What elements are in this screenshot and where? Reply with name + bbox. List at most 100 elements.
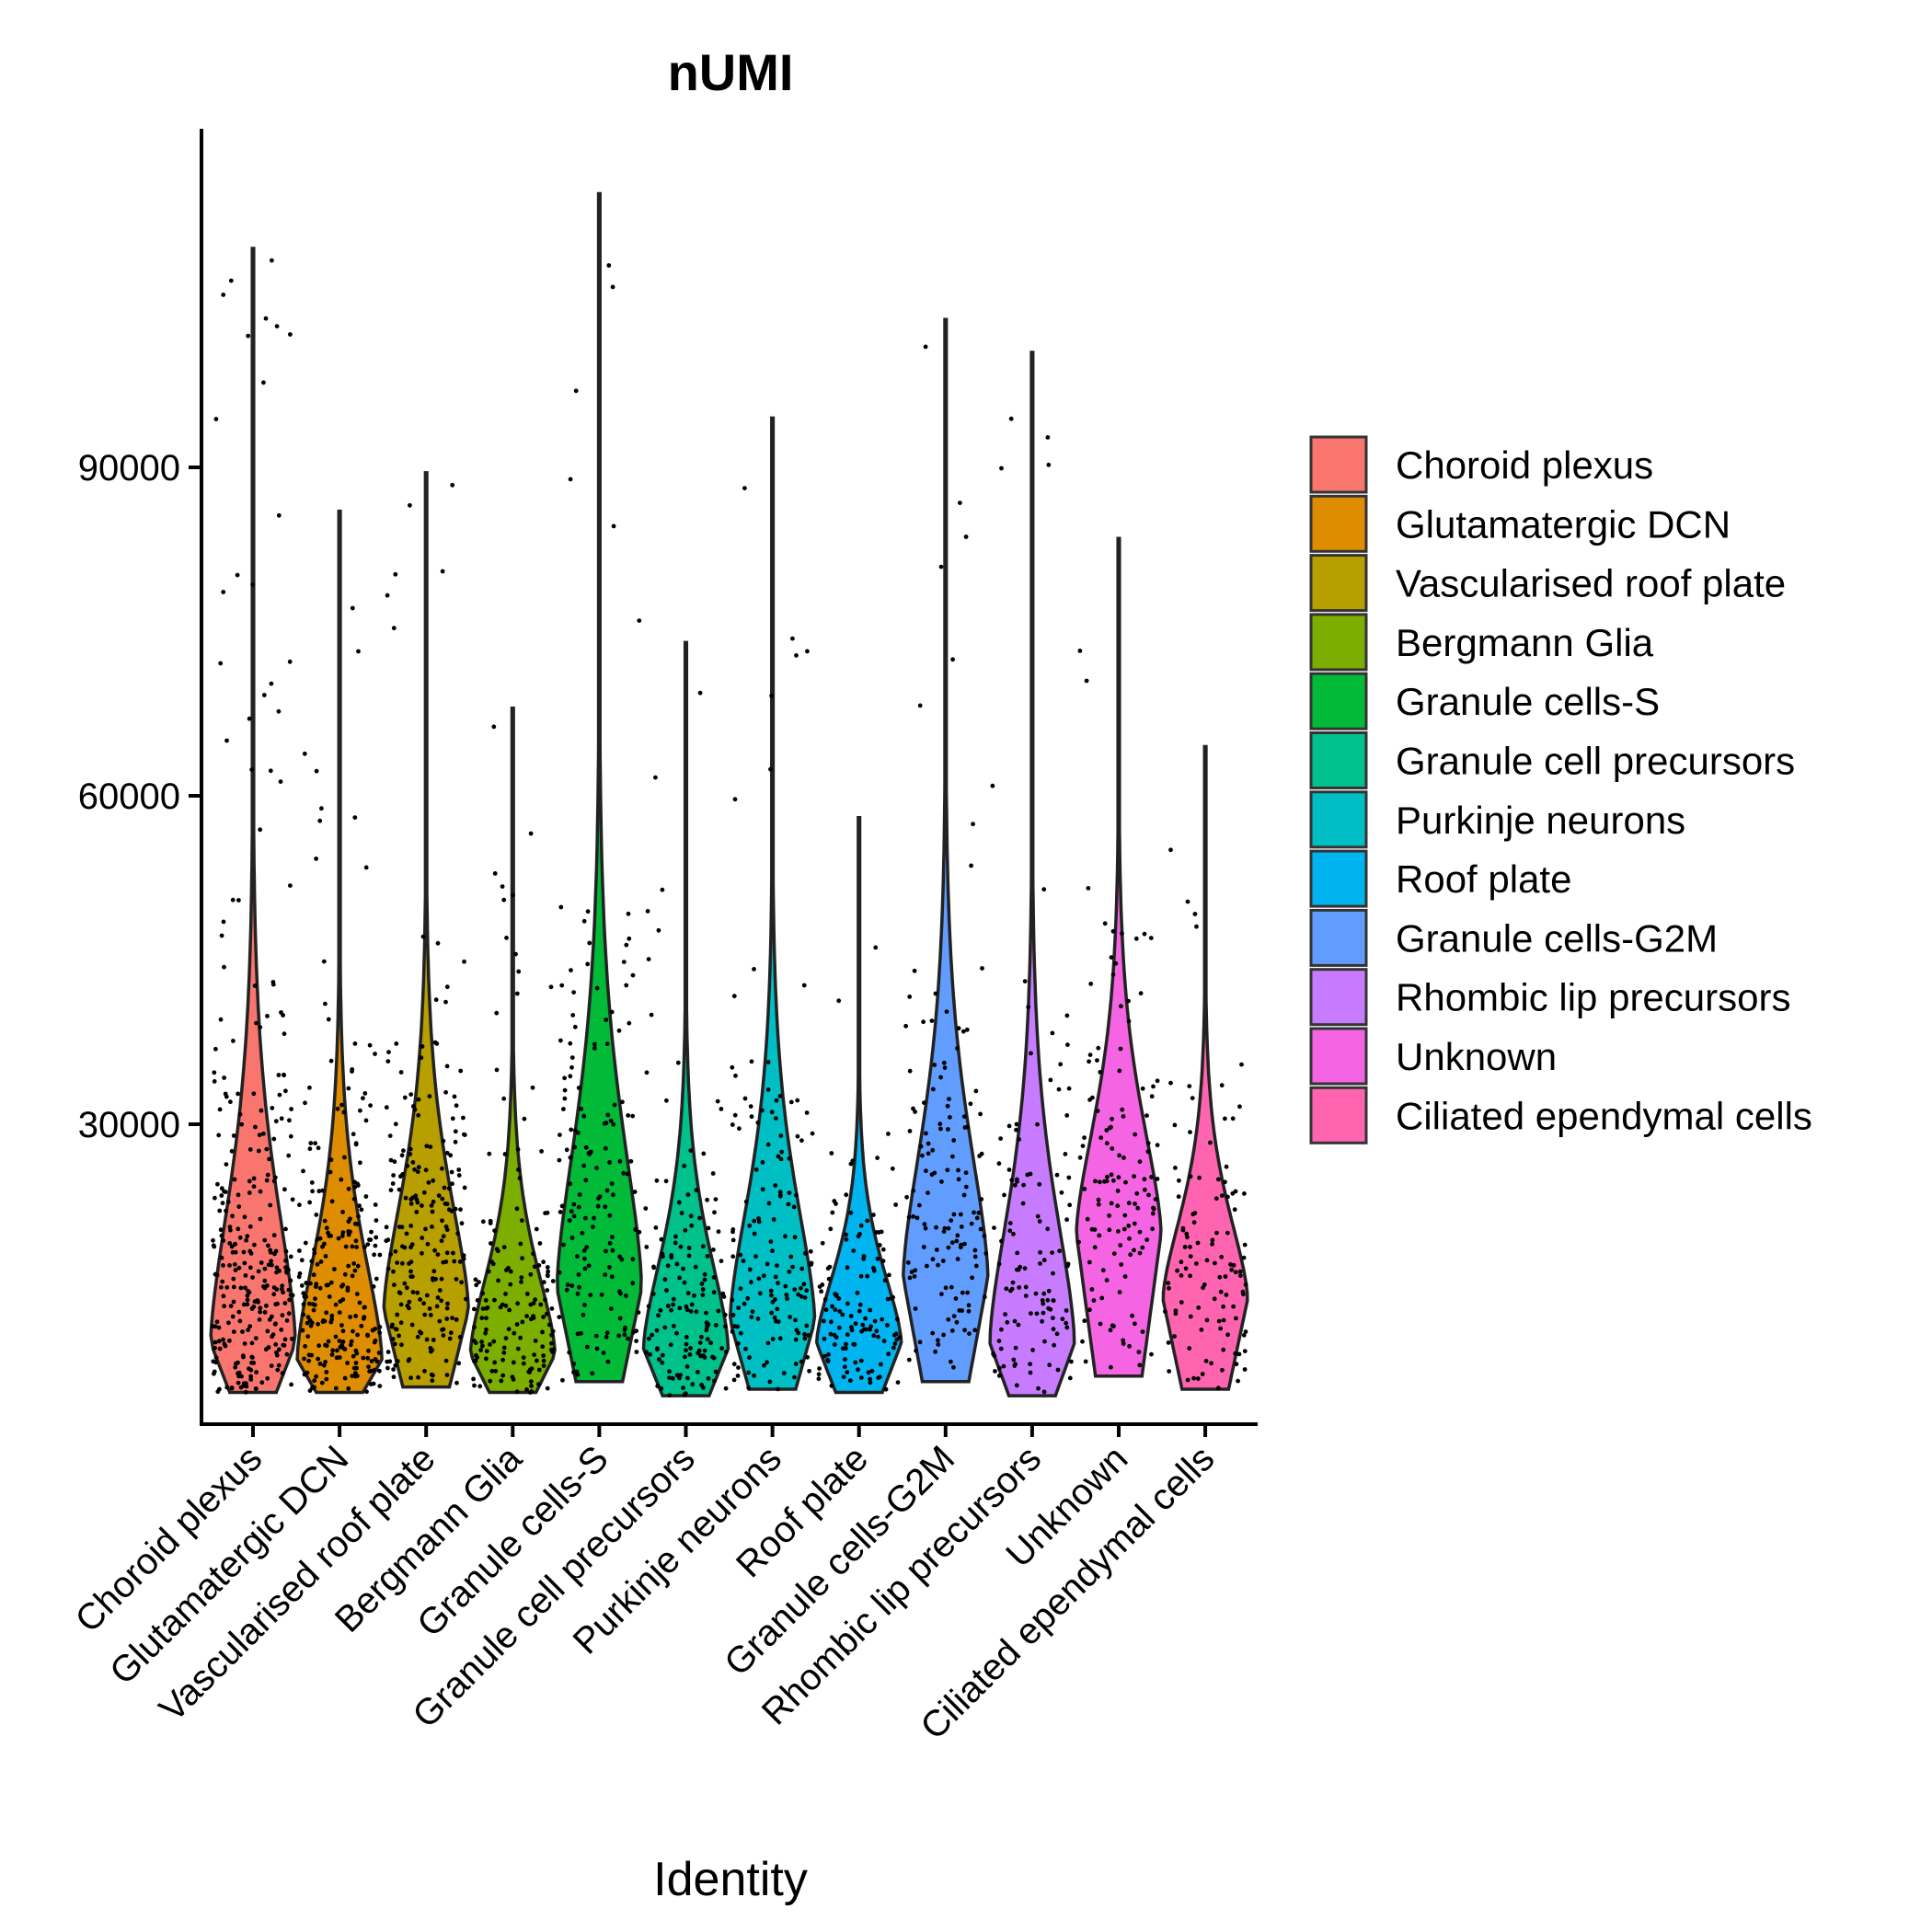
data-point bbox=[528, 1271, 534, 1277]
data-point bbox=[557, 1315, 562, 1319]
data-point bbox=[402, 1095, 408, 1100]
data-point bbox=[792, 1235, 798, 1240]
data-point bbox=[221, 1294, 226, 1299]
data-point bbox=[228, 278, 234, 283]
data-point bbox=[233, 1364, 238, 1370]
data-point bbox=[251, 1091, 257, 1097]
data-point bbox=[228, 1304, 234, 1308]
data-point bbox=[241, 1249, 247, 1255]
data-point bbox=[514, 1206, 520, 1212]
data-point bbox=[350, 1067, 355, 1072]
data-point bbox=[851, 1248, 857, 1253]
data-point bbox=[1155, 1078, 1160, 1084]
data-point bbox=[713, 1197, 719, 1202]
data-point bbox=[1033, 1291, 1039, 1296]
data-point bbox=[1167, 1285, 1171, 1291]
data-point bbox=[472, 1306, 477, 1312]
data-point bbox=[885, 1323, 890, 1328]
data-point bbox=[212, 1070, 217, 1075]
data-point bbox=[549, 1340, 554, 1346]
data-point bbox=[415, 1290, 420, 1295]
data-point bbox=[349, 1339, 354, 1344]
data-point bbox=[374, 1235, 379, 1240]
data-point bbox=[1028, 1370, 1033, 1375]
data-point bbox=[577, 1192, 582, 1197]
data-point bbox=[569, 1283, 575, 1288]
data-point bbox=[943, 1285, 949, 1291]
data-point bbox=[671, 1296, 676, 1302]
data-point bbox=[673, 1234, 678, 1239]
data-point bbox=[858, 1223, 864, 1228]
data-point bbox=[362, 1245, 367, 1249]
data-point bbox=[755, 1317, 761, 1321]
data-point bbox=[607, 1160, 612, 1165]
data-point bbox=[384, 1238, 389, 1244]
data-point bbox=[401, 1148, 406, 1154]
data-point bbox=[224, 738, 229, 743]
data-point bbox=[978, 1111, 983, 1117]
data-point bbox=[261, 693, 267, 697]
data-point bbox=[316, 1356, 320, 1362]
data-point bbox=[886, 1351, 891, 1357]
data-point bbox=[660, 1360, 665, 1365]
data-point bbox=[287, 1118, 292, 1123]
data-point bbox=[667, 1393, 673, 1397]
data-point bbox=[339, 1234, 345, 1238]
data-point bbox=[565, 1282, 570, 1287]
legend-label: Rhombic lip precursors bbox=[1396, 976, 1790, 1019]
data-point bbox=[1127, 1236, 1132, 1241]
data-point bbox=[377, 1384, 383, 1388]
data-point bbox=[1040, 1318, 1044, 1324]
data-point bbox=[433, 997, 439, 1003]
data-point bbox=[258, 1216, 263, 1222]
data-point bbox=[219, 1255, 224, 1260]
data-point bbox=[743, 1199, 749, 1204]
data-point bbox=[395, 1312, 400, 1317]
data-point bbox=[506, 1327, 512, 1332]
data-point bbox=[450, 1316, 454, 1320]
data-point bbox=[407, 1305, 411, 1311]
data-point bbox=[340, 1328, 346, 1334]
data-point bbox=[1007, 1221, 1013, 1225]
data-point bbox=[630, 1257, 636, 1262]
data-point bbox=[949, 1284, 954, 1290]
data-point bbox=[345, 1361, 350, 1365]
data-point bbox=[270, 1314, 274, 1319]
data-point bbox=[435, 1295, 441, 1300]
data-point bbox=[783, 1234, 788, 1239]
data-point bbox=[452, 1259, 457, 1264]
data-point bbox=[820, 1240, 825, 1246]
data-point bbox=[246, 1288, 250, 1294]
data-point bbox=[1185, 1235, 1190, 1240]
data-point bbox=[604, 1334, 609, 1340]
data-point bbox=[1196, 1305, 1202, 1310]
data-point bbox=[332, 1267, 337, 1271]
data-point bbox=[235, 572, 240, 578]
data-point bbox=[1228, 1262, 1233, 1267]
data-point bbox=[1122, 1213, 1128, 1218]
data-point bbox=[1052, 1342, 1056, 1348]
data-point bbox=[936, 1262, 940, 1268]
data-point bbox=[472, 1359, 477, 1363]
data-point bbox=[408, 1146, 413, 1152]
data-point bbox=[500, 1373, 506, 1378]
data-point bbox=[479, 1340, 484, 1344]
data-point bbox=[996, 1339, 1002, 1343]
data-point bbox=[458, 1207, 463, 1213]
data-point bbox=[1221, 1347, 1226, 1352]
data-point bbox=[1220, 1367, 1225, 1373]
data-point bbox=[545, 1265, 550, 1270]
data-point bbox=[945, 1103, 950, 1109]
legend-swatch bbox=[1309, 1027, 1368, 1086]
data-point bbox=[912, 968, 917, 973]
data-point bbox=[562, 1087, 568, 1093]
data-point bbox=[1238, 1273, 1243, 1278]
data-point bbox=[650, 1292, 656, 1296]
data-point bbox=[747, 1223, 753, 1228]
data-point bbox=[874, 1328, 880, 1334]
data-point bbox=[634, 1328, 638, 1334]
data-point bbox=[1015, 1250, 1020, 1256]
data-point bbox=[716, 1229, 721, 1235]
data-point bbox=[585, 909, 591, 914]
